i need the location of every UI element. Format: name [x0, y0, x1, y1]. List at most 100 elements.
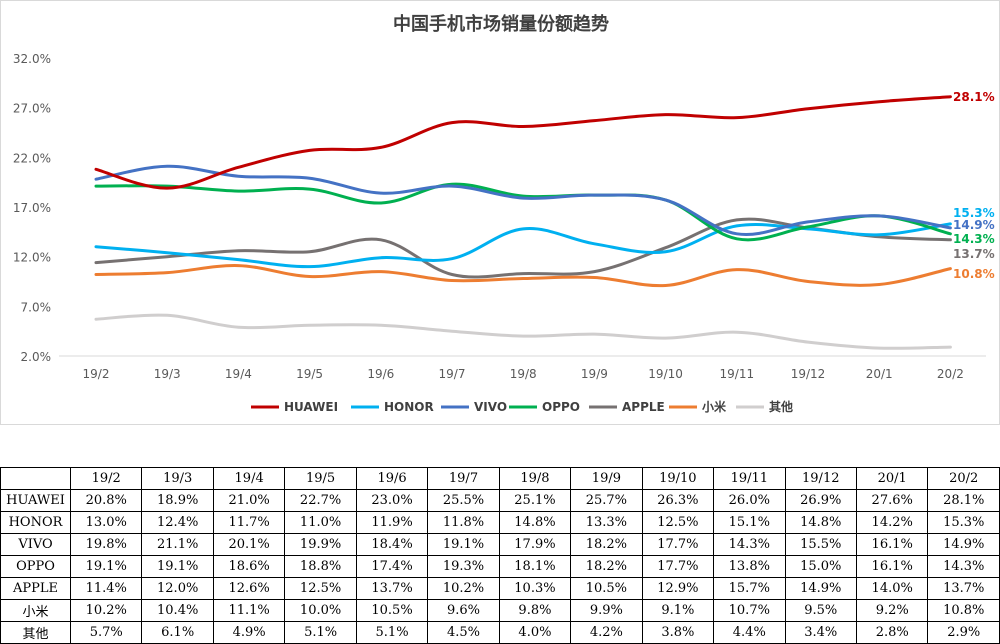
table-cell: 13.7%	[927, 577, 1000, 600]
table-cell: 10.4%	[141, 599, 214, 622]
table-cell: 11.8%	[427, 511, 500, 534]
table-cell: 18.4%	[355, 533, 429, 556]
table-cell: 12.0%	[141, 577, 214, 600]
legend-label: HUAWEI	[284, 400, 338, 414]
table-cell: 27.6%	[855, 489, 929, 512]
table-row: 其他 5.7% 6.1% 4.9% 5.1% 5.1% 4.5% 4.0% 4.2% 3.8% 4.…	[0, 621, 1000, 644]
series-line-HUAWEI	[94, 95, 952, 190]
y-tick-label: 22.0%	[13, 151, 51, 165]
table-cell: 16.1%	[855, 533, 929, 556]
table-cell: 17.4%	[355, 555, 429, 578]
series-line-VIVO	[94, 164, 952, 236]
table-cell: 21.0%	[212, 489, 286, 512]
table-cell: 6.1%	[141, 621, 214, 644]
table-row-label: APPLE	[0, 577, 71, 600]
table-row: APPLE 11.4% 12.0% 12.6% 12.5% 13.7% 10.2% 10.3%…	[0, 577, 1000, 600]
table-cell: 18.2%	[570, 533, 643, 556]
table-cell: 5.1%	[355, 621, 429, 644]
legend-label: OPPO	[542, 400, 580, 414]
y-tick-label: 2.0%	[21, 350, 52, 364]
table-cell: 15.7%	[713, 577, 786, 600]
table-row-label: HONOR	[0, 511, 71, 534]
table-header-cell: 19/7	[427, 467, 500, 490]
series-line-小米	[94, 264, 952, 288]
table-header-cell: 19/5	[284, 467, 357, 490]
table-cell: 12.9%	[641, 577, 715, 600]
end-label: 13.7%	[953, 247, 995, 261]
table-cell: 13.7%	[355, 577, 429, 600]
table-cell: 15.3%	[927, 511, 1000, 534]
table-cell: 19.3%	[427, 555, 500, 578]
table-header-row: 19/2 19/3 19/4 19/5 19/6 19/7 19/8 19/9 19/10 19/…	[0, 467, 1000, 490]
table-cell: 3.4%	[784, 621, 857, 644]
table-cell: 26.9%	[784, 489, 857, 512]
series-line-HONOR	[94, 222, 952, 269]
table-cell: 4.4%	[713, 621, 786, 644]
table-cell: 14.3%	[713, 533, 786, 556]
table-cell: 14.8%	[784, 511, 857, 534]
table-cell: 2.9%	[927, 621, 1000, 644]
y-tick-label: 7.0%	[21, 300, 52, 314]
table-cell: 15.0%	[784, 555, 857, 578]
table-cell: 10.5%	[355, 599, 429, 622]
table-header-cell: 19/10	[641, 467, 715, 490]
table-cell: 11.9%	[355, 511, 429, 534]
x-tick-label: 19/8	[510, 367, 537, 381]
table-cell: 12.5%	[641, 511, 715, 534]
table-header-cell: 19/11	[713, 467, 786, 490]
table-header-cell: 19/6	[355, 467, 429, 490]
table-cell: 16.1%	[855, 555, 929, 578]
table-cell: 10.3%	[498, 577, 572, 600]
y-tick-label: 12.0%	[13, 251, 51, 265]
table-cell: 14.9%	[927, 533, 1000, 556]
table-cell: 25.5%	[427, 489, 500, 512]
table-cell: 4.2%	[570, 621, 643, 644]
end-label: 28.1%	[953, 90, 995, 104]
x-tick-label: 19/4	[225, 367, 252, 381]
x-tick-label: 19/5	[296, 367, 323, 381]
table-cell: 20.8%	[69, 489, 143, 512]
legend-label: APPLE	[622, 400, 665, 414]
x-tick-label: 20/2	[937, 367, 964, 381]
table-cell: 9.5%	[784, 599, 857, 622]
end-label: 10.8%	[953, 267, 995, 281]
table-cell: 11.1%	[212, 599, 286, 622]
table-cell: 14.0%	[855, 577, 929, 600]
table-cell: 19.1%	[69, 555, 143, 578]
table-corner-cell	[0, 467, 71, 490]
table-header-cell: 19/3	[141, 467, 214, 490]
table-cell: 9.9%	[570, 599, 643, 622]
table-cell: 17.7%	[641, 555, 715, 578]
y-tick-label: 27.0%	[13, 102, 51, 116]
table-cell: 9.1%	[641, 599, 715, 622]
x-tick-label: 19/11	[720, 367, 755, 381]
end-labels: 28.1% 15.3%14.9%14.3%13.7% 10.8%	[953, 90, 995, 281]
table-row: HONOR 13.0% 12.4% 11.7% 11.0% 11.9% 11.8% 14.8%…	[0, 511, 1000, 534]
table-cell: 13.8%	[713, 555, 786, 578]
table-cell: 10.0%	[284, 599, 357, 622]
table-cell: 3.8%	[641, 621, 715, 644]
table-cell: 18.8%	[284, 555, 357, 578]
end-label: 15.3%	[953, 206, 995, 220]
table-cell: 18.6%	[212, 555, 286, 578]
table-row-label: 小米	[0, 599, 71, 622]
table-cell: 17.7%	[641, 533, 715, 556]
line-chart: 中国手机市场销量份额趋势 2.0% 7.0% 12.0% 17.0% 22.0% 27.0…	[13, 13, 995, 414]
table-row-label: 其他	[0, 621, 71, 644]
table-row-label: OPPO	[0, 555, 71, 578]
table-cell: 5.1%	[284, 621, 357, 644]
table-cell: 18.2%	[570, 555, 643, 578]
y-axis: 2.0% 7.0% 12.0% 17.0% 22.0% 27.0% 32.0%	[13, 52, 51, 364]
series-lines	[94, 95, 952, 350]
table-cell: 10.5%	[570, 577, 643, 600]
table-cell: 5.7%	[69, 621, 143, 644]
table-cell: 13.0%	[69, 511, 143, 534]
table-cell: 4.5%	[427, 621, 500, 644]
x-tick-label: 20/1	[866, 367, 893, 381]
table-cell: 14.9%	[784, 577, 857, 600]
y-tick-label: 32.0%	[13, 52, 51, 66]
x-tick-label: 19/10	[648, 367, 683, 381]
table-row: VIVO 19.8% 21.1% 20.1% 19.9% 18.4% 19.1% 17.9% 1…	[0, 533, 1000, 556]
table-cell: 22.7%	[284, 489, 357, 512]
x-axis: 19/2 19/3 19/4 19/5 19/6 19/7 19/8 19/9 19/10 19/…	[59, 355, 986, 381]
